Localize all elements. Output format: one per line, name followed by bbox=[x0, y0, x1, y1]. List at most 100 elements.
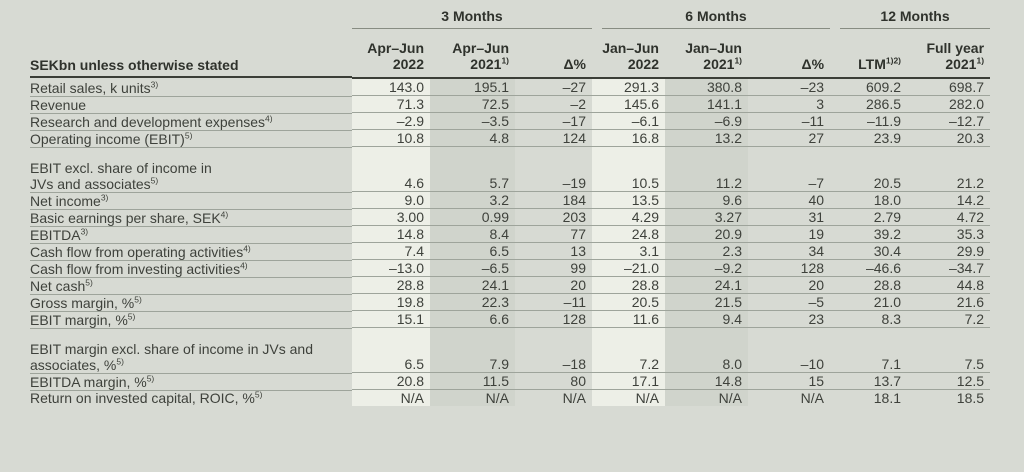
row-label-text: EBIT margin, % bbox=[30, 311, 128, 328]
footnote-marker: 4) bbox=[220, 208, 229, 219]
row-label: Cash flow from investing activities4) bbox=[0, 259, 352, 277]
value-cell: 27 bbox=[748, 129, 831, 147]
value-cell: 3.2 bbox=[430, 191, 515, 209]
group-header-spacer bbox=[990, 0, 1024, 38]
row-label: Revenue bbox=[0, 95, 352, 113]
value-cell: 124 bbox=[515, 129, 592, 147]
row-label: Gross margin, %5) bbox=[0, 293, 352, 311]
value-cell: –5 bbox=[748, 293, 831, 311]
value-cell: 698.7 bbox=[948, 79, 985, 95]
row-label-text: Cash flow from investing activities bbox=[30, 260, 241, 277]
period-group-label: 3 Months bbox=[352, 8, 592, 29]
row-label: Operating income (EBIT)5) bbox=[0, 129, 352, 147]
value-cell: N/A bbox=[352, 389, 430, 406]
row-label: Net cash5) bbox=[0, 276, 352, 294]
value-cell: –34.7 bbox=[907, 259, 991, 277]
value-cell: N/A bbox=[592, 389, 665, 406]
column-header: Jan–Jun 2022 bbox=[592, 38, 665, 79]
value-cell: 24.1 bbox=[430, 276, 515, 294]
table-row: Revenue 71.3 72.5 –2 145.6 141.1 3 286.5 282.0 bbox=[0, 95, 1024, 113]
row-spacer bbox=[990, 390, 1024, 407]
value-cell: 13.5 bbox=[592, 191, 665, 209]
value-cell: 609.2 bbox=[865, 79, 902, 95]
period-group-header: 12 Months bbox=[830, 0, 991, 38]
period-group-label: 12 Months bbox=[840, 8, 991, 29]
value-cell: 77 bbox=[515, 225, 592, 243]
value-cell: 195.1 bbox=[430, 78, 515, 96]
value-cell: N/A bbox=[515, 389, 592, 406]
row-label: EBITDA margin, %5) bbox=[0, 372, 352, 390]
table-row: EBIT margin excl. share of income in JVs… bbox=[0, 327, 1024, 373]
value-cell: 21.6 bbox=[907, 293, 991, 311]
value-cell: 29.9 bbox=[907, 242, 991, 260]
row-label: EBITDA3) bbox=[0, 225, 352, 243]
column-header-line2: LTM1)2) bbox=[858, 55, 902, 72]
value-cell: 14.2 bbox=[907, 191, 991, 209]
value-cell: –9.2 bbox=[665, 259, 748, 277]
footnote-marker: 5) bbox=[150, 174, 159, 185]
value-cell: 9.4 bbox=[665, 310, 748, 328]
value-cell: 19 bbox=[748, 225, 831, 243]
row-label-text: Operating income (EBIT) bbox=[30, 130, 185, 147]
table-row: EBITDA3) 14.8 8.4 77 24.8 20.9 19 39.2 35.3 bbox=[0, 225, 1024, 243]
value-cell: –27 bbox=[562, 79, 586, 95]
value-cell: 4.72 bbox=[907, 208, 991, 226]
value-cell: 15 bbox=[748, 372, 831, 390]
row-label: Net income3) bbox=[0, 191, 352, 209]
value-cell: 71.3 bbox=[352, 95, 430, 113]
value-cell: 6.5 bbox=[352, 327, 430, 373]
value-cell: 23 bbox=[748, 310, 831, 328]
value-cell: –11 bbox=[748, 112, 831, 130]
value-cell: 0.99 bbox=[430, 208, 515, 226]
row-spacer bbox=[990, 147, 1024, 192]
value-cell: 19.8 bbox=[352, 293, 430, 311]
table-row: Cash flow from investing activities4) –13… bbox=[0, 259, 1024, 277]
value-cell: –6.1 bbox=[592, 112, 665, 130]
row-label: Cash flow from operating activities4) bbox=[0, 242, 352, 260]
row-label-text: Return on invested capital, ROIC, % bbox=[30, 390, 255, 406]
footnote-marker: 5) bbox=[184, 129, 193, 140]
value-cell: 13 bbox=[515, 242, 592, 260]
value-cell: 20.8 bbox=[352, 372, 430, 390]
column-header: Apr–Jun 2022 bbox=[352, 38, 430, 79]
row-spacer bbox=[990, 294, 1024, 311]
column-header-line1: Jan–Jun bbox=[685, 40, 742, 56]
column-header: Jan–Jun 20211) bbox=[665, 38, 748, 79]
value-cell: 18.5 bbox=[907, 389, 991, 406]
column-header-row: SEKbn unless otherwise stated Apr–Jun 202… bbox=[0, 38, 1024, 79]
value-cell: 31 bbox=[748, 208, 831, 226]
table-row: Gross margin, %5) 19.8 22.3 –11 20.5 21.5 –5 21… bbox=[0, 293, 1024, 311]
table-row: EBITDA margin, %5) 20.8 11.5 80 17.1 14.8 15 13… bbox=[0, 372, 1024, 390]
group-header-row: 3 Months 6 Months 12 Months bbox=[0, 0, 1024, 38]
value-cell: 291.3 bbox=[592, 78, 665, 96]
row-label-text: Net cash bbox=[30, 277, 86, 294]
table-title-cell: SEKbn unless otherwise stated bbox=[0, 38, 352, 78]
value-cell: 9.6 bbox=[665, 191, 748, 209]
value-cell: 282.0 bbox=[907, 95, 991, 113]
value-cell: –2 bbox=[515, 95, 592, 113]
row-label-text: EBITDA margin, % bbox=[30, 373, 147, 390]
value-cell: 14.8 bbox=[665, 372, 748, 390]
row-spacer bbox=[990, 192, 1024, 209]
value-cell: –7 bbox=[748, 146, 831, 192]
footnote-marker: 1) bbox=[734, 55, 742, 66]
value-cell: 39.2 bbox=[830, 225, 908, 243]
value-cell: –6.5 bbox=[430, 259, 515, 277]
footnote-marker: 3) bbox=[100, 191, 109, 202]
value-cell: 8.0 bbox=[665, 327, 748, 373]
value-cell: 23.9 bbox=[830, 129, 908, 147]
footnote-marker: 4) bbox=[243, 242, 251, 253]
value-cell: 12.5 bbox=[907, 372, 991, 390]
value-cell: 145.6 bbox=[592, 95, 665, 113]
row-label-text: Research and development expenses bbox=[30, 113, 266, 130]
value-cell: 99 bbox=[515, 259, 592, 277]
value-cell: 20 bbox=[748, 276, 831, 294]
period-group-header: 3 Months bbox=[352, 0, 592, 38]
value-cell: 3.27 bbox=[665, 208, 748, 226]
footnote-marker: 5) bbox=[146, 372, 155, 383]
row-label: EBIT excl. share of income in JVs and as… bbox=[0, 146, 352, 192]
value-cell: –12.7 bbox=[907, 112, 991, 130]
row-spacer bbox=[990, 243, 1024, 260]
footnote-marker: 4) bbox=[265, 112, 273, 123]
value-cell: 128 bbox=[515, 310, 592, 328]
